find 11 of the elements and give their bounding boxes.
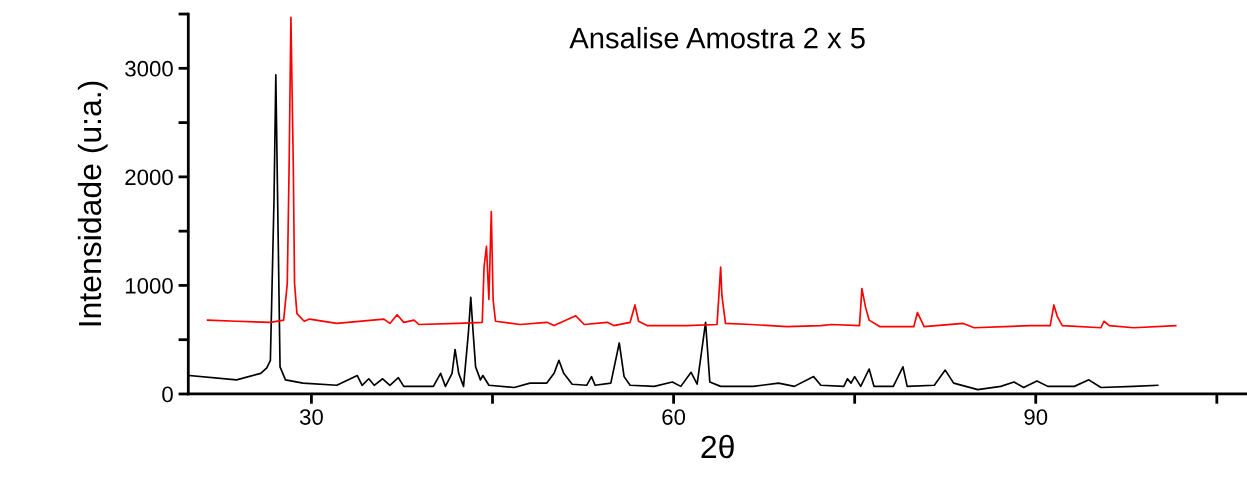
y-tick-label: 2000 xyxy=(125,169,173,186)
y-tick-label: 1000 xyxy=(125,277,173,294)
line-series xyxy=(206,16,1177,329)
x-tick-label: 90 xyxy=(1024,409,1048,425)
chart-title: Ansalise Amostra 2 x 5 xyxy=(569,27,865,49)
y-tick-label: 0 xyxy=(162,386,173,403)
x-axis-title: 2θ xyxy=(701,434,734,459)
y-tick-label: 3000 xyxy=(125,60,173,77)
y-axis-title: Intensidade (u:a.) xyxy=(77,81,108,326)
x-tick-label: 60 xyxy=(662,409,686,425)
x-tick-label: 30 xyxy=(299,409,323,425)
